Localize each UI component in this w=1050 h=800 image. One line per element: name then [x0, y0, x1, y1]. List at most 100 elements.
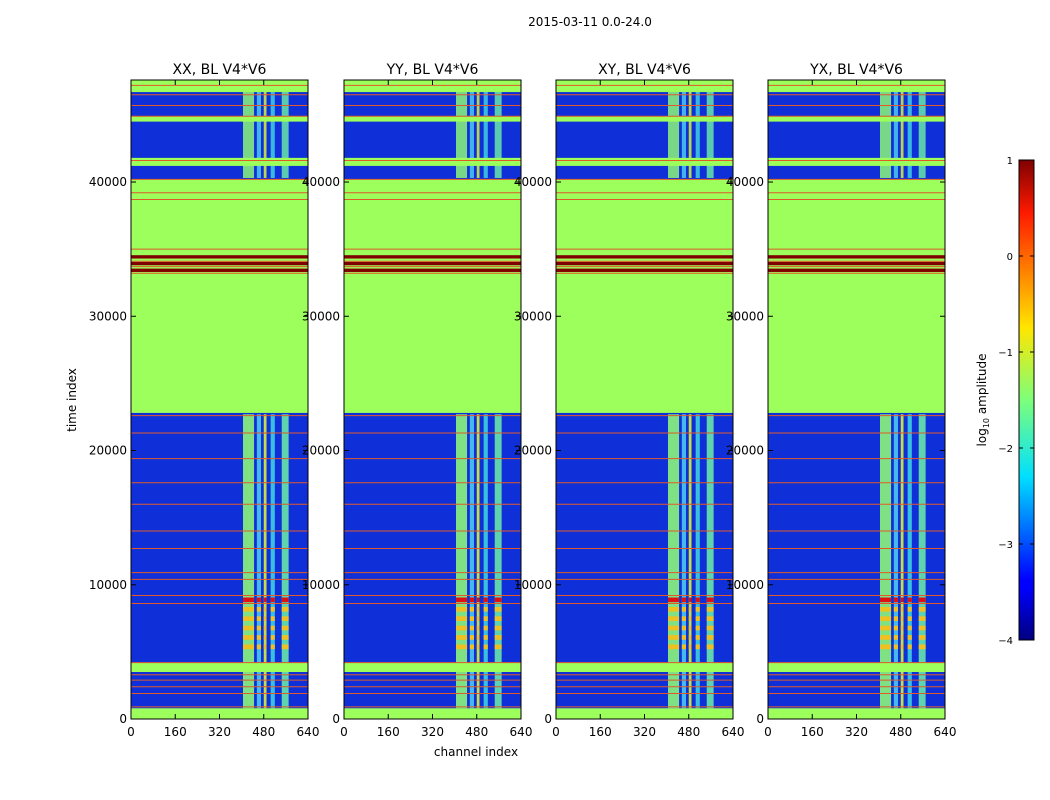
y-tick-label: 0 [119, 712, 127, 726]
bright-channel [243, 414, 255, 709]
burst-cell [893, 644, 898, 650]
burst-cell [900, 625, 904, 631]
bright-channel [695, 414, 700, 709]
bright-channel [270, 414, 275, 709]
bright-channel [243, 88, 255, 178]
colorbar-label: log10 amplitude [975, 354, 991, 447]
dark-stripe [131, 268, 308, 272]
burst-cell [281, 625, 289, 631]
y-tick-label: 30000 [302, 309, 340, 323]
burst-cell [281, 616, 289, 622]
bright-channel [893, 414, 898, 709]
burst-cell [243, 635, 255, 640]
burst-cell [281, 606, 289, 612]
x-tick-label: 480 [889, 725, 912, 739]
burst-cell [483, 644, 488, 650]
colorbar-tick-label: −4 [998, 636, 1013, 647]
burst-cell [469, 644, 474, 650]
y-tick-label: 30000 [726, 309, 764, 323]
x-axis-label: channel index [434, 745, 518, 759]
dark-stripe [344, 268, 521, 272]
dark-stripe [131, 255, 308, 259]
bright-channel [456, 414, 468, 709]
bright-channel [880, 88, 892, 178]
x-tick-label: 0 [764, 725, 772, 739]
burst-cell [270, 644, 275, 650]
bright-channel [494, 88, 502, 178]
dark-stripe [556, 261, 733, 266]
colorbar-gradient [1018, 159, 1035, 641]
bright-channel [256, 88, 261, 178]
flagged-band [131, 662, 308, 673]
bright-channel [270, 88, 275, 178]
burst-cell [256, 606, 261, 612]
burst-cell [263, 597, 267, 603]
burst-cell [893, 606, 898, 612]
burst-cell [494, 635, 502, 640]
bright-channel [263, 414, 267, 709]
bright-channel [688, 88, 692, 178]
bright-channel [918, 414, 926, 709]
burst-cell [688, 644, 692, 650]
bright-channel [281, 414, 289, 709]
burst-cell [907, 616, 912, 622]
burst-cell [681, 616, 686, 622]
burst-cell [695, 635, 700, 640]
burst-cell [483, 616, 488, 622]
burst-cell [918, 644, 926, 650]
burst-cell [668, 644, 680, 650]
burst-cell [456, 597, 468, 603]
flagged-band [131, 708, 308, 719]
burst-cell [476, 597, 480, 603]
flagged-band [556, 179, 733, 413]
burst-cell [706, 606, 714, 612]
flagged-band [768, 116, 945, 122]
bright-channel [681, 88, 686, 178]
panel-title: YX, BL V4*V6 [809, 62, 903, 78]
burst-cell [706, 644, 714, 650]
burst-cell [476, 625, 480, 631]
burst-cell [706, 635, 714, 640]
burst-cell [476, 644, 480, 650]
burst-cell [456, 606, 468, 612]
burst-cell [456, 616, 468, 622]
flagged-band [344, 116, 521, 122]
x-tick-label: 640 [722, 725, 745, 739]
burst-cell [688, 597, 692, 603]
panel-3: YX, BL V4*V6 0 160 320 480 640 0 10000 20000 3000… [726, 62, 957, 739]
x-tick-label: 160 [377, 725, 400, 739]
bright-channel [469, 88, 474, 178]
y-tick-label: 40000 [302, 175, 340, 189]
y-tick-label: 20000 [302, 444, 340, 458]
flagged-band [556, 157, 733, 166]
burst-cell [270, 635, 275, 640]
burst-cell [281, 635, 289, 640]
burst-cell [263, 644, 267, 650]
burst-cell [907, 644, 912, 650]
bright-channel [900, 88, 904, 178]
burst-cell [469, 597, 474, 603]
x-tick-label: 0 [340, 725, 348, 739]
burst-cell [456, 644, 468, 650]
panels: XX, BL V4*V6 0 160 320 480 640 0 10000 20000 3000… [89, 62, 957, 739]
colorbar-label-sub: 10 [982, 418, 991, 428]
bright-channel [256, 414, 261, 709]
x-tick-label: 320 [633, 725, 656, 739]
flagged-band [556, 662, 733, 673]
colorbar-tick-label: −2 [998, 444, 1013, 455]
dark-stripe [768, 268, 945, 272]
flagged-band [344, 662, 521, 673]
burst-cell [900, 644, 904, 650]
burst-cell [668, 606, 680, 612]
burst-cell [469, 625, 474, 631]
bright-channel [483, 414, 488, 709]
burst-cell [907, 597, 912, 603]
x-tick-label: 160 [801, 725, 824, 739]
burst-cell [695, 644, 700, 650]
burst-cell [270, 606, 275, 612]
colorbar-label-main: log [975, 428, 989, 446]
bright-channel [880, 414, 892, 709]
burst-cell [900, 597, 904, 603]
burst-cell [918, 616, 926, 622]
burst-cell [668, 616, 680, 622]
